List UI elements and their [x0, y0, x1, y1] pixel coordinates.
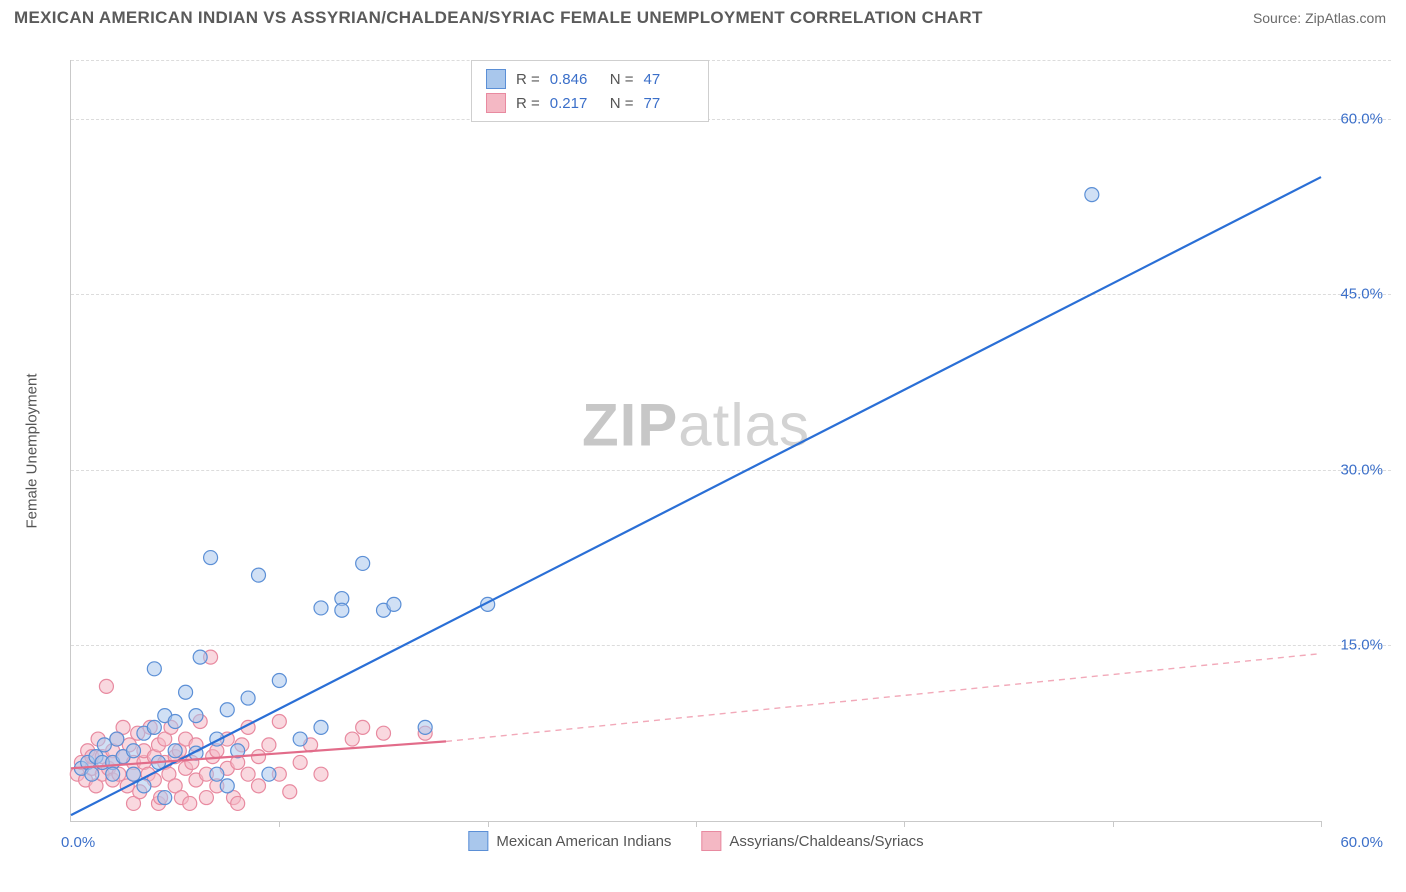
data-point	[158, 791, 172, 805]
n-value: 47	[644, 71, 694, 88]
data-point	[314, 767, 328, 781]
data-point	[252, 750, 266, 764]
data-point	[356, 556, 370, 570]
n-label: N =	[610, 71, 634, 88]
data-point	[189, 709, 203, 723]
data-point	[314, 720, 328, 734]
data-point	[241, 767, 255, 781]
data-point	[204, 551, 218, 565]
data-point	[262, 738, 276, 752]
data-point	[272, 714, 286, 728]
legend-item: Assyrians/Chaldeans/Syriacs	[701, 831, 923, 851]
data-point	[345, 732, 359, 746]
data-point	[335, 603, 349, 617]
stats-row: R = 0.846 N = 47	[486, 67, 694, 91]
data-point	[168, 714, 182, 728]
data-point	[1085, 188, 1099, 202]
data-point	[106, 767, 120, 781]
data-point	[183, 796, 197, 810]
x-axis-min-label: 0.0%	[61, 834, 95, 851]
trend-line	[446, 654, 1321, 742]
trend-line	[71, 177, 1321, 815]
data-point	[110, 732, 124, 746]
data-point	[168, 744, 182, 758]
bottom-legend: Mexican American Indians Assyrians/Chalde…	[468, 831, 923, 851]
r-value: 0.217	[550, 95, 600, 112]
data-point	[193, 650, 207, 664]
data-point	[387, 597, 401, 611]
data-point	[97, 738, 111, 752]
source-label: Source: ZipAtlas.com	[1253, 10, 1386, 26]
plot-area: ZIPatlas 15.0%30.0%45.0%60.0% 0.0% 60.0%…	[70, 60, 1321, 822]
r-label: R =	[516, 71, 540, 88]
data-point	[220, 779, 234, 793]
legend-item: Mexican American Indians	[468, 831, 671, 851]
n-label: N =	[610, 95, 634, 112]
data-point	[252, 568, 266, 582]
x-axis-max-label: 60.0%	[1340, 834, 1383, 851]
data-point	[147, 662, 161, 676]
data-point	[252, 779, 266, 793]
chart-title: MEXICAN AMERICAN INDIAN VS ASSYRIAN/CHAL…	[14, 8, 983, 28]
legend-label: Assyrians/Chaldeans/Syriacs	[729, 833, 923, 850]
x-tick	[1113, 821, 1114, 827]
legend-swatch	[468, 831, 488, 851]
data-point	[262, 767, 276, 781]
x-tick	[488, 821, 489, 827]
stats-box: R = 0.846 N = 47 R = 0.217 N = 77	[471, 60, 709, 122]
legend-swatch	[486, 93, 506, 113]
data-point	[293, 755, 307, 769]
data-point	[179, 685, 193, 699]
series-mexican-american-indians	[74, 188, 1098, 805]
data-point	[99, 679, 113, 693]
data-point	[210, 767, 224, 781]
data-point	[199, 791, 213, 805]
legend-swatch	[701, 831, 721, 851]
y-tick-label: 60.0%	[1340, 110, 1383, 127]
data-point	[241, 691, 255, 705]
data-point	[85, 767, 99, 781]
n-value: 77	[644, 95, 694, 112]
data-point	[314, 601, 328, 615]
scatter-plot-svg	[71, 60, 1321, 821]
data-point	[356, 720, 370, 734]
data-point	[127, 767, 141, 781]
data-point	[293, 732, 307, 746]
y-tick-label: 15.0%	[1340, 637, 1383, 654]
y-tick-label: 45.0%	[1340, 286, 1383, 303]
x-tick	[696, 821, 697, 827]
stats-row: R = 0.217 N = 77	[486, 91, 694, 115]
x-tick	[279, 821, 280, 827]
legend-label: Mexican American Indians	[496, 833, 671, 850]
data-point	[272, 674, 286, 688]
data-point	[220, 703, 234, 717]
r-value: 0.846	[550, 71, 600, 88]
x-tick	[904, 821, 905, 827]
y-axis-label: Female Unemployment	[24, 373, 41, 528]
data-point	[127, 744, 141, 758]
data-point	[377, 726, 391, 740]
data-point	[231, 796, 245, 810]
x-tick	[1321, 821, 1322, 827]
data-point	[283, 785, 297, 799]
chart-container: Female Unemployment ZIPatlas 15.0%30.0%4…	[50, 40, 1391, 862]
legend-swatch	[486, 69, 506, 89]
data-point	[418, 720, 432, 734]
y-tick-label: 30.0%	[1340, 461, 1383, 478]
r-label: R =	[516, 95, 540, 112]
series-assyrians-chaldeans-syriacs	[70, 650, 432, 810]
data-point	[147, 720, 161, 734]
